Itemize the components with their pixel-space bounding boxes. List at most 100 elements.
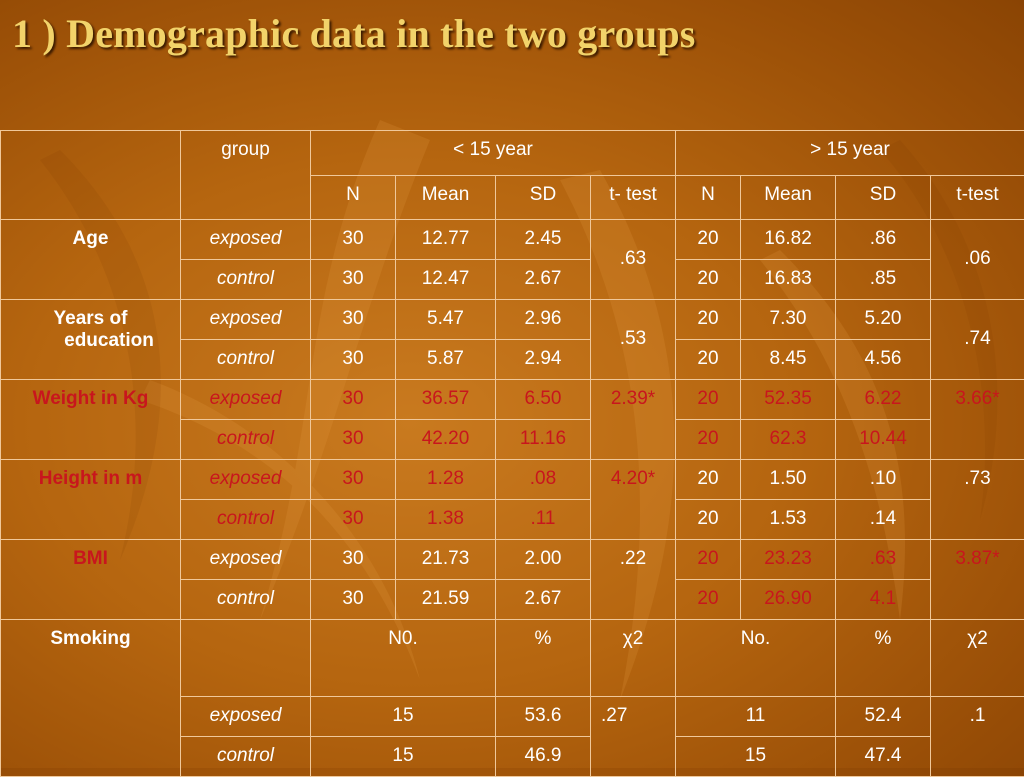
value-cell: 15 bbox=[311, 697, 496, 737]
value-cell: .85 bbox=[836, 260, 931, 300]
value-cell: 20 bbox=[676, 220, 741, 260]
table-row: Age exposed 30 12.77 2.45 .63 20 16.82 .… bbox=[1, 220, 1024, 260]
chi-cell: .1 bbox=[931, 697, 1024, 777]
value-cell: 30 bbox=[311, 460, 396, 500]
header-ttest: t-test bbox=[931, 175, 1024, 220]
group-cell: exposed bbox=[181, 697, 311, 737]
value-cell: 30 bbox=[311, 500, 396, 540]
ttest-cell: 2.39* bbox=[591, 380, 676, 460]
ttest-cell: .63 bbox=[591, 220, 676, 300]
table-row: BMI exposed 30 21.73 2.00 .22 20 23.23 .… bbox=[1, 540, 1024, 580]
value-cell: 42.20 bbox=[396, 420, 496, 460]
row-label: BMI bbox=[1, 540, 181, 620]
value-cell: 21.73 bbox=[396, 540, 496, 580]
header-n: N bbox=[676, 175, 741, 220]
value-cell: 30 bbox=[311, 300, 396, 340]
value-cell: 62.3 bbox=[741, 420, 836, 460]
value-cell: 20 bbox=[676, 300, 741, 340]
header-n: N bbox=[311, 175, 396, 220]
group-cell: control bbox=[181, 260, 311, 300]
value-cell: 20 bbox=[676, 340, 741, 380]
header-pct: % bbox=[836, 620, 931, 697]
chi-cell: .27 bbox=[591, 697, 676, 777]
corner-cell bbox=[1, 131, 181, 220]
ttest-cell: .53 bbox=[591, 300, 676, 380]
value-cell: 1.50 bbox=[741, 460, 836, 500]
header-under-15: < 15 year bbox=[311, 131, 676, 176]
table-row: Years of education exposed 30 5.47 2.96 … bbox=[1, 300, 1024, 340]
header-no: N0. bbox=[311, 620, 496, 697]
value-cell: .63 bbox=[836, 540, 931, 580]
value-cell: 1.53 bbox=[741, 500, 836, 540]
value-cell: .86 bbox=[836, 220, 931, 260]
header-group: group bbox=[181, 131, 311, 220]
value-cell: 2.96 bbox=[496, 300, 591, 340]
header-ttest: t- test bbox=[591, 175, 676, 220]
value-cell: 5.87 bbox=[396, 340, 496, 380]
value-cell: 20 bbox=[676, 420, 741, 460]
demographic-table: group < 15 year > 15 year N Mean SD t- t… bbox=[0, 130, 1024, 777]
value-cell: 30 bbox=[311, 540, 396, 580]
group-cell: control bbox=[181, 420, 311, 460]
value-cell: 8.45 bbox=[741, 340, 836, 380]
table-row: Smoking N0. % χ2 No. % χ2 bbox=[1, 620, 1024, 697]
value-cell: 11 bbox=[676, 697, 836, 737]
value-cell: 36.57 bbox=[396, 380, 496, 420]
header-mean: Mean bbox=[396, 175, 496, 220]
value-cell: .10 bbox=[836, 460, 931, 500]
page-title: 1 ) Demographic data in the two groups bbox=[12, 10, 696, 57]
header-pct: % bbox=[496, 620, 591, 697]
ttest-cell: 4.20* bbox=[591, 460, 676, 540]
value-cell: 30 bbox=[311, 220, 396, 260]
value-cell: 20 bbox=[676, 500, 741, 540]
row-label: Height in m bbox=[1, 460, 181, 540]
row-label: Years of education bbox=[1, 300, 181, 380]
header-no: No. bbox=[676, 620, 836, 697]
row-label: Age bbox=[1, 220, 181, 300]
value-cell: .11 bbox=[496, 500, 591, 540]
group-cell: exposed bbox=[181, 300, 311, 340]
value-cell: 7.30 bbox=[741, 300, 836, 340]
value-cell: 2.94 bbox=[496, 340, 591, 380]
value-cell: .08 bbox=[496, 460, 591, 500]
value-cell: 20 bbox=[676, 580, 741, 620]
ttest-cell: 3.87* bbox=[931, 540, 1024, 620]
value-cell: 12.47 bbox=[396, 260, 496, 300]
header-chi: χ2 bbox=[931, 620, 1024, 697]
value-cell: 1.38 bbox=[396, 500, 496, 540]
value-cell: 2.00 bbox=[496, 540, 591, 580]
table-row: Weight in Kg exposed 30 36.57 6.50 2.39*… bbox=[1, 380, 1024, 420]
value-cell: 15 bbox=[311, 737, 496, 777]
row-label: Weight in Kg bbox=[1, 380, 181, 460]
ttest-cell: .06 bbox=[931, 220, 1024, 300]
value-cell: 5.47 bbox=[396, 300, 496, 340]
value-cell: 20 bbox=[676, 540, 741, 580]
value-cell: 10.44 bbox=[836, 420, 931, 460]
group-cell: exposed bbox=[181, 380, 311, 420]
value-cell: 20 bbox=[676, 260, 741, 300]
header-over-15: > 15 year bbox=[676, 131, 1024, 176]
group-cell: control bbox=[181, 500, 311, 540]
value-cell: 1.28 bbox=[396, 460, 496, 500]
value-cell: 52.35 bbox=[741, 380, 836, 420]
value-cell: 2.45 bbox=[496, 220, 591, 260]
value-cell: 4.56 bbox=[836, 340, 931, 380]
value-cell: 11.16 bbox=[496, 420, 591, 460]
value-cell: 12.77 bbox=[396, 220, 496, 260]
table-row: Height in m exposed 30 1.28 .08 4.20* 20… bbox=[1, 460, 1024, 500]
value-cell: 21.59 bbox=[396, 580, 496, 620]
value-cell: 20 bbox=[676, 380, 741, 420]
row-label-line2: education bbox=[5, 330, 176, 352]
value-cell: 30 bbox=[311, 260, 396, 300]
value-cell: 53.6 bbox=[496, 697, 591, 737]
ttest-cell: .22 bbox=[591, 540, 676, 620]
value-cell: 47.4 bbox=[836, 737, 931, 777]
group-cell: control bbox=[181, 580, 311, 620]
header-mean: Mean bbox=[741, 175, 836, 220]
ttest-cell: 3.66* bbox=[931, 380, 1024, 460]
value-cell: 30 bbox=[311, 380, 396, 420]
group-cell: control bbox=[181, 737, 311, 777]
value-cell: 26.90 bbox=[741, 580, 836, 620]
value-cell: 46.9 bbox=[496, 737, 591, 777]
value-cell: 16.82 bbox=[741, 220, 836, 260]
